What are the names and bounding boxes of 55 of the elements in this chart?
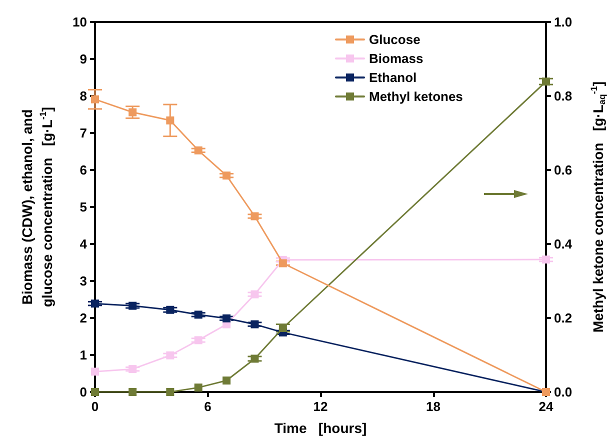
x-tick-label: 0 (91, 399, 99, 414)
y2-tick-label: 1.0 (554, 14, 572, 30)
y2-tick-label: 0.8 (554, 88, 572, 104)
y2-axis-title: Methyl ketone concentration [g·Laq-1] (589, 81, 607, 333)
point (222, 172, 231, 180)
point (128, 365, 137, 374)
y-tick-label: 2 (80, 310, 87, 326)
y2-tick-label: 0.4 (554, 236, 573, 252)
point (278, 259, 287, 268)
legend-label: Glucose (369, 32, 420, 47)
point (250, 320, 259, 328)
legend-label: Ethanol (369, 70, 417, 85)
y-tick-label: 3 (80, 274, 87, 288)
y2-tick-label: 0.6 (554, 162, 572, 178)
point (194, 384, 202, 392)
y-tick-label: 5 (80, 200, 87, 214)
point (542, 256, 550, 264)
point (128, 388, 137, 396)
point (222, 314, 231, 322)
point (166, 116, 174, 124)
y-tick-label: 0 (80, 384, 87, 400)
point (194, 336, 202, 344)
point (91, 388, 99, 396)
y-tick-label: 8 (80, 88, 87, 104)
point (91, 95, 99, 104)
x-tick-label: 6 (204, 399, 212, 414)
y-tick-label: 7 (80, 126, 87, 140)
y-tick-label: 6 (80, 162, 87, 178)
y-tick-label: 9 (80, 52, 87, 66)
legend-label: Biomass (369, 51, 424, 66)
y-axis-title: Biomass (CDW), ethanol, and glucose concentration [g·L-1] (19, 106, 55, 308)
point (128, 302, 137, 310)
point (91, 300, 99, 308)
x-tick-label: 18 (426, 399, 440, 414)
point (128, 108, 137, 116)
y-tick-label: 1 (80, 348, 87, 362)
x-tick-label: 12 (313, 399, 328, 414)
point (194, 310, 202, 319)
point (166, 306, 174, 314)
y-tick-label: 10 (72, 14, 87, 30)
point (222, 376, 231, 385)
point (542, 78, 550, 86)
point (250, 290, 259, 298)
point (166, 388, 174, 396)
y2-tick-label: 0.2 (554, 310, 572, 326)
point (250, 354, 259, 363)
point (250, 212, 259, 220)
y-tick-label: 4 (80, 236, 88, 252)
legend-label: Methyl ketones (369, 89, 463, 104)
y2-tick-label: 0.0 (554, 384, 572, 400)
x-tick-label: 24 (538, 399, 554, 414)
point (194, 146, 202, 154)
x-axis-title: Time [hours] (274, 420, 367, 436)
point (91, 368, 99, 376)
point (166, 351, 174, 360)
